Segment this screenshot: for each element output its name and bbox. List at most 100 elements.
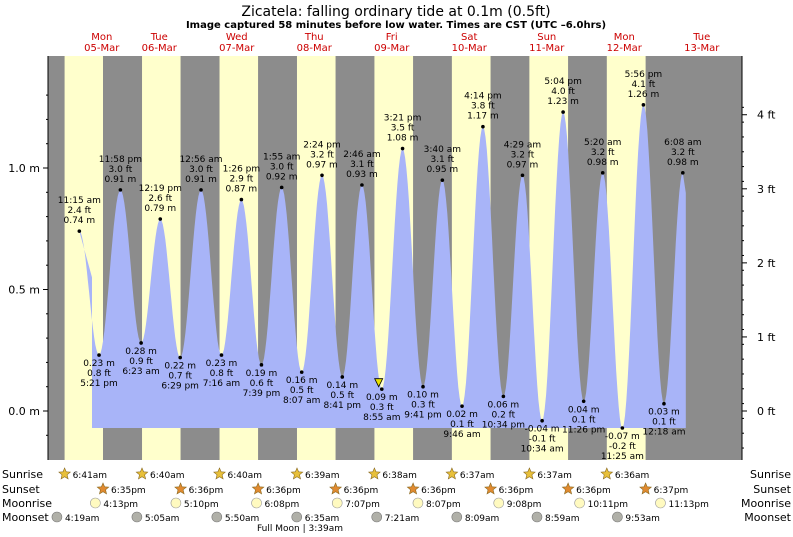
- high-tide-point: [360, 183, 364, 187]
- day-date: 12-Mar: [607, 43, 643, 54]
- high-tide-label: 2.4 ft: [67, 206, 91, 216]
- high-tide-point: [481, 124, 485, 129]
- high-tide-label: 2.9 ft: [230, 175, 254, 185]
- high-tide-label: 2:46 am: [343, 150, 380, 160]
- low-tide-point: [219, 353, 224, 357]
- sunset-time: 6:36pm: [189, 486, 224, 496]
- low-tide-label: 12:18 am: [642, 428, 685, 438]
- moonset-time: 8:59am: [545, 514, 580, 524]
- low-tide-point: [340, 375, 345, 379]
- high-tide-label: 5:56 pm: [625, 70, 663, 80]
- sunset-time: 6:36pm: [421, 486, 456, 496]
- sunrise-icon: [213, 467, 226, 480]
- sunset-icon: [639, 482, 653, 495]
- low-tide-point: [139, 341, 143, 345]
- high-tide-label: 1.23 m: [547, 97, 579, 107]
- right-tick-label: 1 ft: [757, 331, 776, 344]
- left-tick-label: 0.5 m: [8, 284, 40, 297]
- moonset-time: 5:05am: [145, 514, 180, 524]
- right-tick-label: 4 ft: [757, 109, 776, 122]
- low-tide-label: 0.3 ft: [411, 401, 435, 411]
- sunrise-time: 6:36am: [615, 471, 650, 481]
- right-tick-label: 2 ft: [757, 257, 776, 270]
- low-tide-label: 0.9 ft: [129, 357, 153, 367]
- high-tide-label: 3.2 ft: [591, 148, 615, 158]
- low-tide-label: 0.1 ft: [652, 418, 676, 428]
- high-tide-label: 5:20 am: [584, 138, 621, 148]
- sunset-icon: [484, 482, 498, 495]
- sunrise-icon: [135, 467, 149, 480]
- day-date: 07-Mar: [219, 43, 255, 54]
- low-tide-label: 5:21 pm: [80, 379, 118, 389]
- sunrise-icon: [445, 467, 459, 480]
- high-tide-label: 11:58 pm: [99, 155, 142, 165]
- low-tide-label: 0.19 m: [246, 369, 278, 379]
- high-tide-label: 0.87 m: [226, 185, 258, 195]
- low-tide-label: 0.23 m: [206, 359, 238, 369]
- sunset-time: 6:36pm: [266, 486, 301, 496]
- high-tide-point: [681, 171, 685, 175]
- low-tide-point: [540, 418, 544, 423]
- low-tide-point: [299, 370, 304, 374]
- day-name: Tue: [150, 32, 168, 43]
- tide-labels: 11:15 am2.4 ft0.74 m0.23 m0.8 ft5:21 pm1…: [58, 70, 702, 462]
- high-tide-label: 3.8 ft: [471, 102, 495, 112]
- low-tide-point: [620, 426, 625, 430]
- sunrise-time: 6:37am: [537, 471, 572, 481]
- day-name: Mon: [614, 32, 635, 43]
- high-tide-label: 0.74 m: [63, 216, 95, 226]
- low-tide-label: 6:23 am: [122, 367, 159, 377]
- moonrise-time: 11:13pm: [668, 500, 708, 510]
- sunrise-row-label: Sunrise: [2, 468, 43, 481]
- high-tide-label: 2:24 pm: [303, 140, 341, 150]
- high-tide-point: [641, 103, 646, 107]
- low-tide-label: 6:29 pm: [161, 382, 199, 392]
- day-date: 06-Mar: [142, 43, 178, 54]
- high-tide-label: 0.95 m: [427, 165, 459, 175]
- sunset-row-label: Sunset: [2, 483, 40, 496]
- high-tide-point: [77, 229, 82, 233]
- plot-area: [48, 56, 742, 460]
- sunrise-icon: [600, 467, 614, 480]
- day-date: 05-Mar: [84, 43, 120, 54]
- high-tide-label: 12:19 pm: [139, 184, 182, 194]
- low-tide-label: 0.03 m: [648, 408, 680, 418]
- full-moon-label: Full Moon | 3:39am: [257, 524, 343, 534]
- low-tide-label: 0.16 m: [286, 376, 318, 386]
- moonrise-icon: [170, 497, 182, 509]
- moonset-icon: [211, 511, 223, 523]
- low-tide-point: [379, 387, 384, 391]
- moonrise-time: 6:08pm: [265, 500, 300, 510]
- sunset-time: 6:36pm: [344, 486, 379, 496]
- moonset-time: 4:19am: [65, 514, 100, 524]
- high-tide-point: [279, 185, 284, 190]
- moonset-icon: [451, 511, 463, 523]
- sunrise-icon: [290, 467, 304, 480]
- sunset-icon: [174, 482, 188, 495]
- astro-rows: Sunrise Sunrise 6:41am 6:40am 6:40am 6:39am 6:…: [2, 467, 792, 534]
- high-tide-label: 1.08 m: [387, 134, 419, 144]
- high-tide-label: 3.0 ft: [109, 165, 133, 175]
- high-tide-point: [400, 146, 405, 151]
- sunrise-icon: [522, 467, 536, 480]
- low-tide-label: 0.2 ft: [492, 410, 516, 420]
- moonset-time: 7:21am: [385, 514, 420, 524]
- high-tide-label: 3.2 ft: [310, 150, 334, 160]
- moonset-icon: [51, 511, 63, 523]
- moonset-row-label-right: Moonset: [744, 511, 791, 524]
- low-tide-label: -0.2 ft: [609, 442, 636, 452]
- low-tide-point: [662, 401, 666, 406]
- moonset-row-label: Moonset: [2, 511, 49, 524]
- low-tide-label: 11:26 pm: [562, 425, 605, 435]
- high-tide-label: 5:04 pm: [544, 77, 582, 87]
- low-tide-label: 9:41 pm: [404, 411, 442, 421]
- sunrise-time: 6:37am: [460, 471, 495, 481]
- low-tide-label: 0.28 m: [125, 347, 157, 357]
- high-tide-label: 3.2 ft: [671, 148, 695, 158]
- low-tide-label: 0.06 m: [488, 400, 520, 410]
- left-tick-label: 0.0 m: [8, 405, 40, 418]
- high-tide-label: 1.17 m: [467, 112, 499, 122]
- low-tide-label: 0.02 m: [446, 410, 478, 420]
- moonset-icon: [612, 511, 623, 523]
- high-tide-label: 0.93 m: [346, 170, 378, 180]
